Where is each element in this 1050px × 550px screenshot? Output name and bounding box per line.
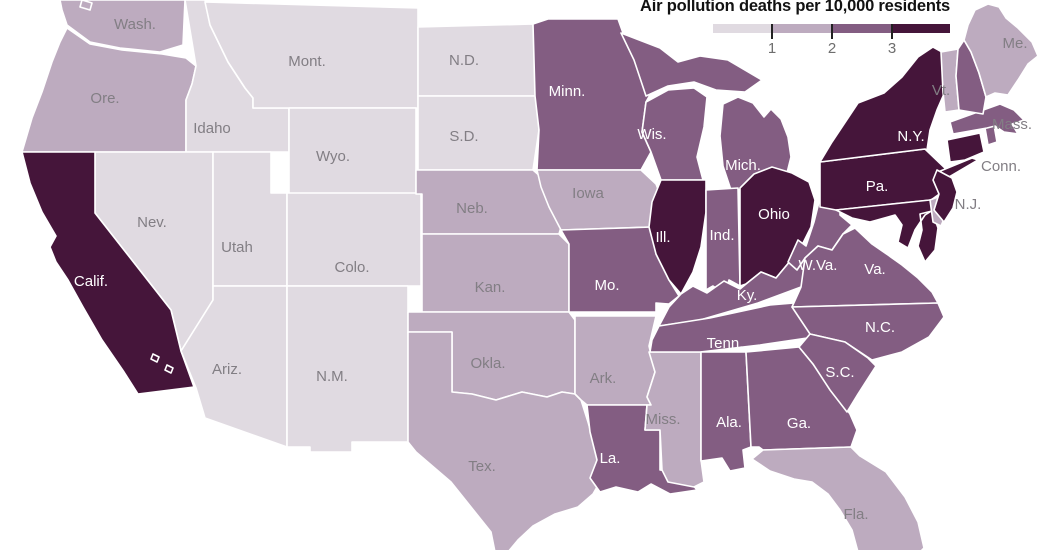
legend-tick-3 xyxy=(891,24,893,39)
state-label-tennessee: Tenn. xyxy=(707,335,744,352)
state-mississippi xyxy=(644,351,705,488)
state-label-new-york: N.Y. xyxy=(897,128,924,145)
state-utah xyxy=(212,151,288,287)
state-washington xyxy=(59,0,186,53)
state-label-west-virginia: W.Va. xyxy=(799,257,838,274)
state-massachusetts xyxy=(949,103,1025,135)
state-label-iowa: Iowa xyxy=(572,185,604,202)
state-label-california: Calif. xyxy=(74,273,108,290)
legend-bin-3 xyxy=(831,24,891,33)
state-wyoming xyxy=(288,107,417,195)
legend-bin-4 xyxy=(890,24,950,33)
state-label-colorado: Colo. xyxy=(334,259,369,276)
state-label-maine: Me. xyxy=(1002,35,1027,52)
state-label-oregon: Ore. xyxy=(90,90,119,107)
state-label-minnesota: Minn. xyxy=(549,83,586,100)
state-label-arkansas: Ark. xyxy=(590,370,617,387)
legend-bin-2 xyxy=(772,24,832,33)
state-label-indiana: Ind. xyxy=(709,227,734,244)
legend-title: Air pollution deaths per 10,000 resident… xyxy=(640,0,950,15)
state-label-alabama: Ala. xyxy=(716,414,742,431)
state-label-mississippi: Miss. xyxy=(646,411,681,428)
state-label-new-mexico: N.M. xyxy=(316,368,348,385)
state-label-massachusetts: Mass. xyxy=(992,116,1032,133)
state-arkansas xyxy=(574,315,657,406)
state-label-north-dakota: N.D. xyxy=(449,52,479,69)
state-label-new-jersey: N.J. xyxy=(955,196,982,213)
state-south-carolina xyxy=(798,333,877,413)
state-label-virginia: Va. xyxy=(864,261,885,278)
state-california xyxy=(21,151,195,395)
state-label-illinois: Ill. xyxy=(656,229,671,246)
state-label-michigan: Mich. xyxy=(725,157,761,174)
state-label-connecticut: Conn. xyxy=(981,158,1021,175)
legend-color-bar xyxy=(713,24,950,33)
state-michigan xyxy=(620,32,792,191)
state-south-dakota xyxy=(417,95,540,171)
state-kansas xyxy=(421,233,570,313)
state-label-ohio: Ohio xyxy=(758,206,790,223)
state-label-wisconsin: Wis. xyxy=(637,126,666,143)
state-label-idaho: Idaho xyxy=(193,120,231,137)
state-alabama xyxy=(700,351,752,472)
state-label-arizona: Ariz. xyxy=(212,361,242,378)
state-maine xyxy=(963,3,1039,98)
state-label-kansas: Kan. xyxy=(475,279,506,296)
state-label-florida: Fla. xyxy=(843,506,868,523)
state-label-south-carolina: S.C. xyxy=(825,364,854,381)
state-label-kentucky: Ky. xyxy=(737,287,758,304)
state-shapes xyxy=(21,0,1039,550)
legend-tick-1 xyxy=(771,24,773,39)
legend-tick-label-1: 1 xyxy=(767,40,777,57)
state-label-washington: Wash. xyxy=(114,16,156,33)
state-connecticut xyxy=(946,132,985,163)
legend-tick-2 xyxy=(831,24,833,39)
state-new-jersey xyxy=(932,169,958,223)
state-label-vermont: Vt. xyxy=(932,82,950,99)
legend-tick-label-2: 2 xyxy=(827,40,837,57)
state-label-north-carolina: N.C. xyxy=(865,319,895,336)
state-labels: Wash. Ore. Calif. Nev. Idaho Mont. Wyo. … xyxy=(74,16,1032,523)
state-label-oklahoma: Okla. xyxy=(470,355,505,372)
state-label-south-dakota: S.D. xyxy=(449,128,478,145)
state-label-missouri: Mo. xyxy=(594,277,619,294)
state-label-louisiana: La. xyxy=(600,450,621,467)
state-label-pennsylvania: Pa. xyxy=(866,178,889,195)
legend-tick-label-3: 3 xyxy=(887,40,897,57)
state-colorado xyxy=(286,192,422,287)
state-label-montana: Mont. xyxy=(288,53,326,70)
state-label-georgia: Ga. xyxy=(787,415,811,432)
state-label-texas: Tex. xyxy=(468,458,496,475)
state-label-nevada: Nev. xyxy=(137,214,167,231)
state-florida xyxy=(751,446,925,550)
state-label-nebraska: Neb. xyxy=(456,200,488,217)
state-label-utah: Utah xyxy=(221,239,253,256)
state-wisconsin xyxy=(641,87,708,181)
state-label-wyoming: Wyo. xyxy=(316,148,350,165)
legend-bin-1 xyxy=(713,24,773,33)
